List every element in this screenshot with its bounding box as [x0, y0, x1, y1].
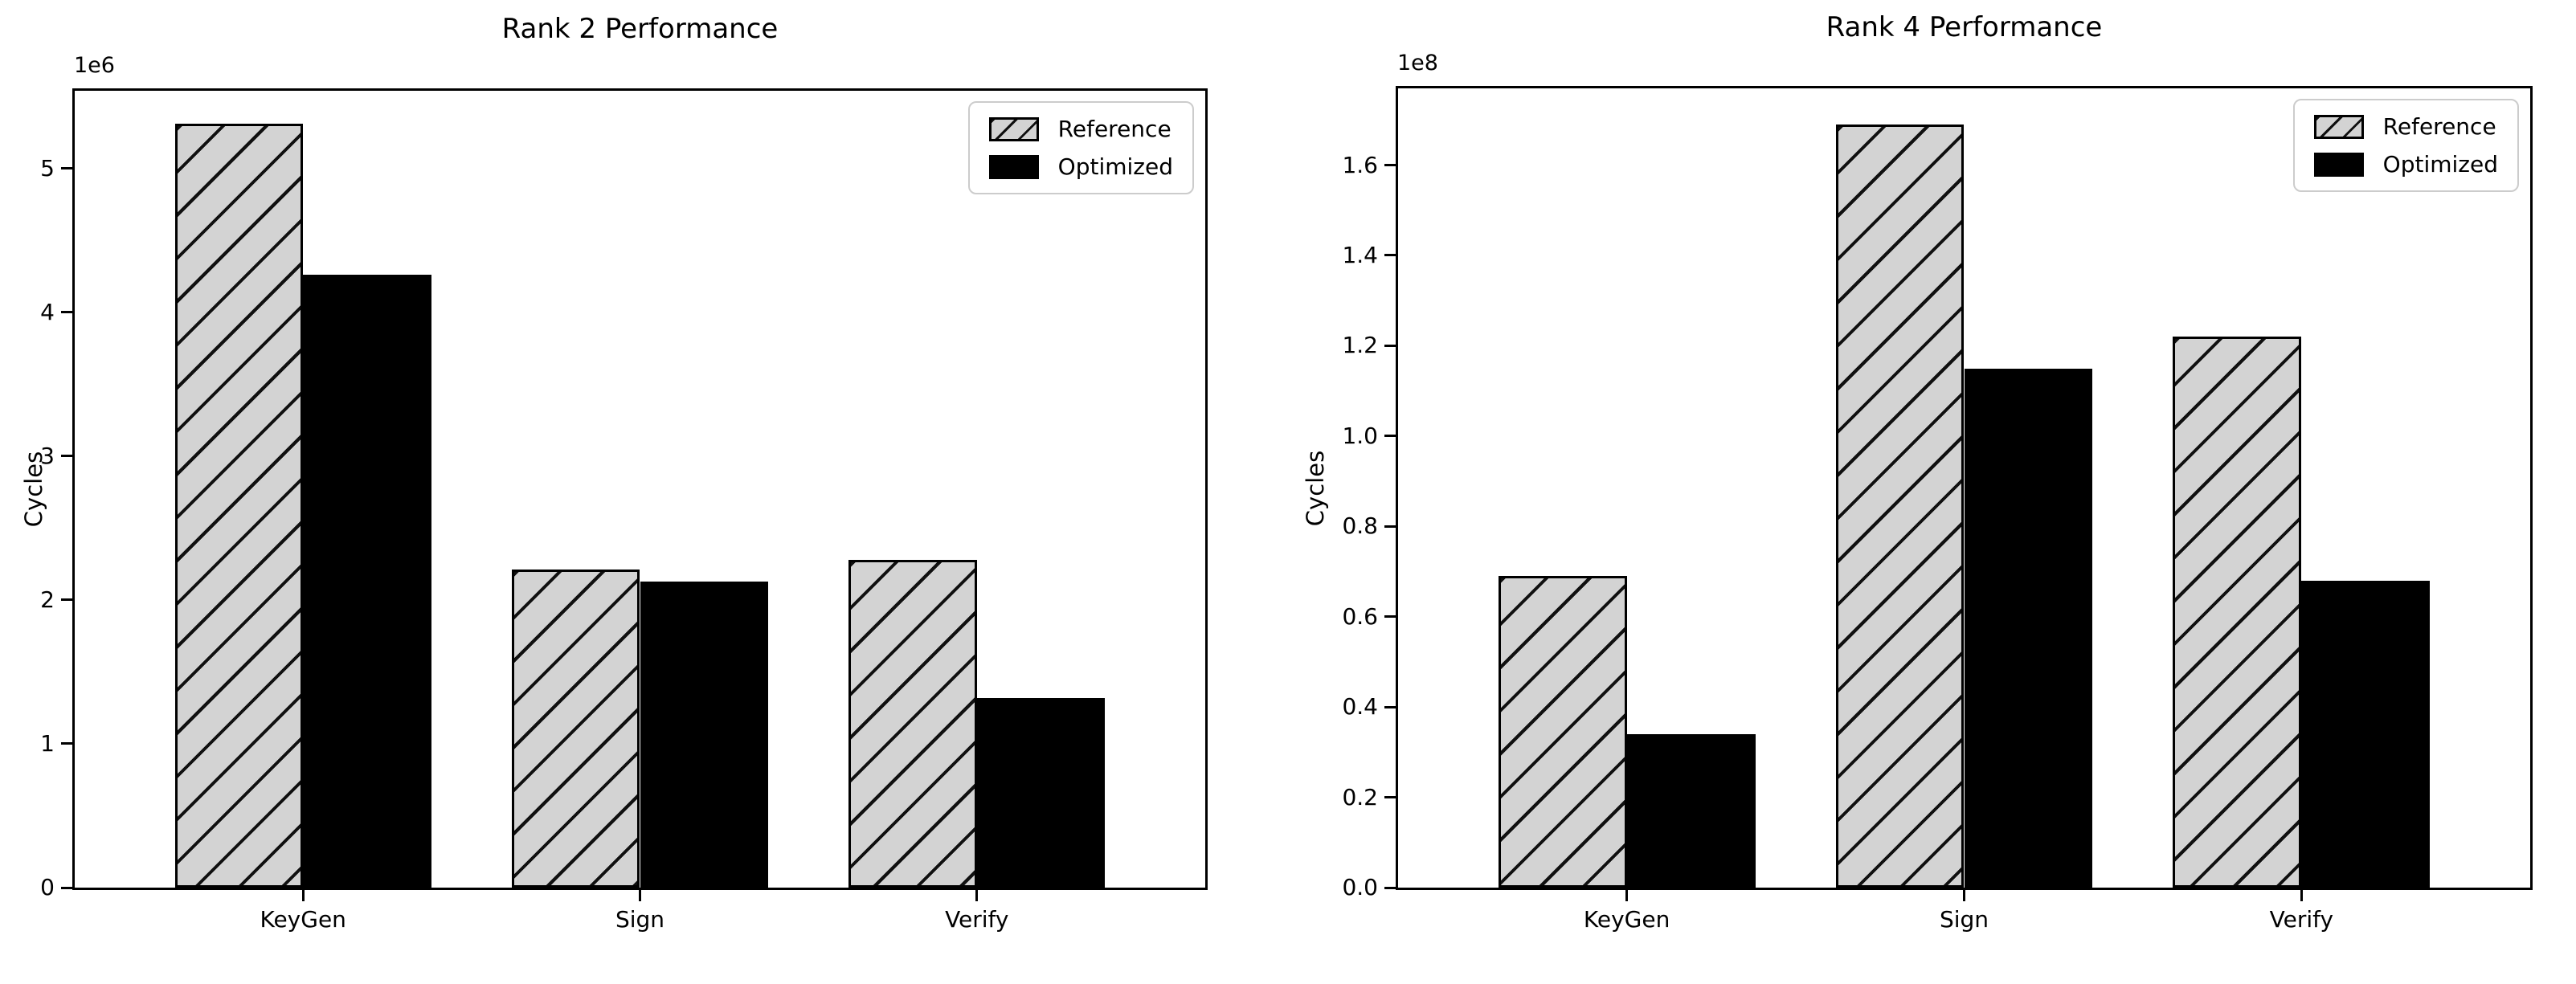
x-tick-mark	[1625, 890, 1629, 901]
y-tick-label: 0.0	[1342, 873, 1378, 900]
y-tick-label: 0.6	[1342, 602, 1378, 630]
x-tick-label: Sign	[615, 906, 665, 933]
y-tick-mark	[61, 167, 72, 170]
reference-swatch-icon	[988, 116, 1039, 141]
legend-label-optimized: Optimized	[2382, 151, 2498, 178]
bar-optimized-sign	[640, 581, 769, 888]
y-tick-label: 1	[40, 729, 55, 757]
y-tick-label: 1.2	[1342, 332, 1378, 359]
bar-optimized-verify	[976, 697, 1106, 888]
y-tick-mark	[1384, 615, 1396, 619]
y-axis-offset-label: 1e8	[1397, 51, 1438, 76]
y-tick-mark	[1384, 164, 1396, 167]
chart-title: Rank 4 Performance	[1826, 11, 2103, 43]
bar-reference-keygen	[174, 124, 304, 888]
x-tick-label: Verify	[2269, 906, 2334, 933]
optimized-swatch-icon	[988, 154, 1039, 179]
x-tick-label: KeyGen	[260, 906, 346, 933]
legend: Reference Optimized	[2292, 99, 2519, 192]
y-tick-mark	[61, 455, 72, 458]
y-tick-mark	[1384, 705, 1396, 708]
y-tick-label: 0.2	[1342, 783, 1378, 810]
legend-item-optimized: Optimized	[2313, 151, 2498, 178]
y-tick-mark	[1384, 796, 1396, 799]
x-tick-mark	[1963, 890, 1965, 901]
x-tick-mark	[301, 890, 305, 901]
y-tick-label: 5	[40, 154, 55, 182]
legend-label-reference: Reference	[2382, 113, 2496, 140]
y-tick-mark	[61, 311, 72, 314]
legend: Reference Optimized	[967, 101, 1194, 194]
y-tick-mark	[1384, 525, 1396, 528]
y-tick-mark	[1384, 886, 1396, 889]
y-tick-label: 0.4	[1342, 692, 1378, 720]
legend-label-optimized: Optimized	[1057, 153, 1173, 180]
y-tick-label: 3	[40, 442, 55, 469]
bar-reference-sign	[511, 570, 640, 888]
legend-item-reference: Reference	[988, 116, 1173, 142]
reference-swatch-icon	[2313, 114, 2364, 139]
bar-reference-keygen	[1498, 576, 1627, 888]
x-tick-mark	[2300, 890, 2303, 901]
y-tick-label: 0.8	[1342, 512, 1378, 540]
bar-optimized-keygen	[303, 275, 431, 888]
y-tick-mark	[61, 886, 72, 889]
legend-item-reference: Reference	[2313, 113, 2498, 140]
x-tick-mark	[639, 890, 641, 901]
chart-title: Rank 2 Performance	[501, 13, 779, 45]
y-tick-label: 0	[40, 873, 55, 900]
y-tick-label: 1.6	[1342, 151, 1378, 178]
y-tick-label: 1.0	[1342, 422, 1378, 449]
bar-reference-verify	[848, 559, 977, 888]
x-tick-label: Sign	[1939, 906, 1989, 933]
y-tick-label: 2	[40, 586, 55, 613]
bar-reference-verify	[2173, 337, 2302, 888]
y-tick-mark	[61, 742, 72, 745]
bar-optimized-keygen	[1626, 733, 1756, 888]
bar-reference-sign	[1835, 124, 1965, 888]
y-tick-mark	[1384, 435, 1396, 438]
y-tick-label: 1.4	[1342, 241, 1378, 268]
bar-optimized-sign	[1964, 368, 2093, 888]
optimized-swatch-icon	[2313, 152, 2364, 177]
y-tick-label: 4	[40, 298, 55, 325]
legend-item-optimized: Optimized	[988, 153, 1173, 180]
y-axis-offset-label: 1e6	[74, 53, 115, 78]
y-tick-mark	[61, 598, 72, 602]
x-tick-label: KeyGen	[1583, 906, 1670, 933]
x-tick-label: Verify	[945, 906, 1009, 933]
bar-optimized-verify	[2301, 580, 2431, 888]
legend-label-reference: Reference	[1057, 116, 1171, 142]
y-tick-mark	[1384, 344, 1396, 347]
y-tick-mark	[1384, 254, 1396, 257]
x-tick-mark	[975, 890, 979, 901]
